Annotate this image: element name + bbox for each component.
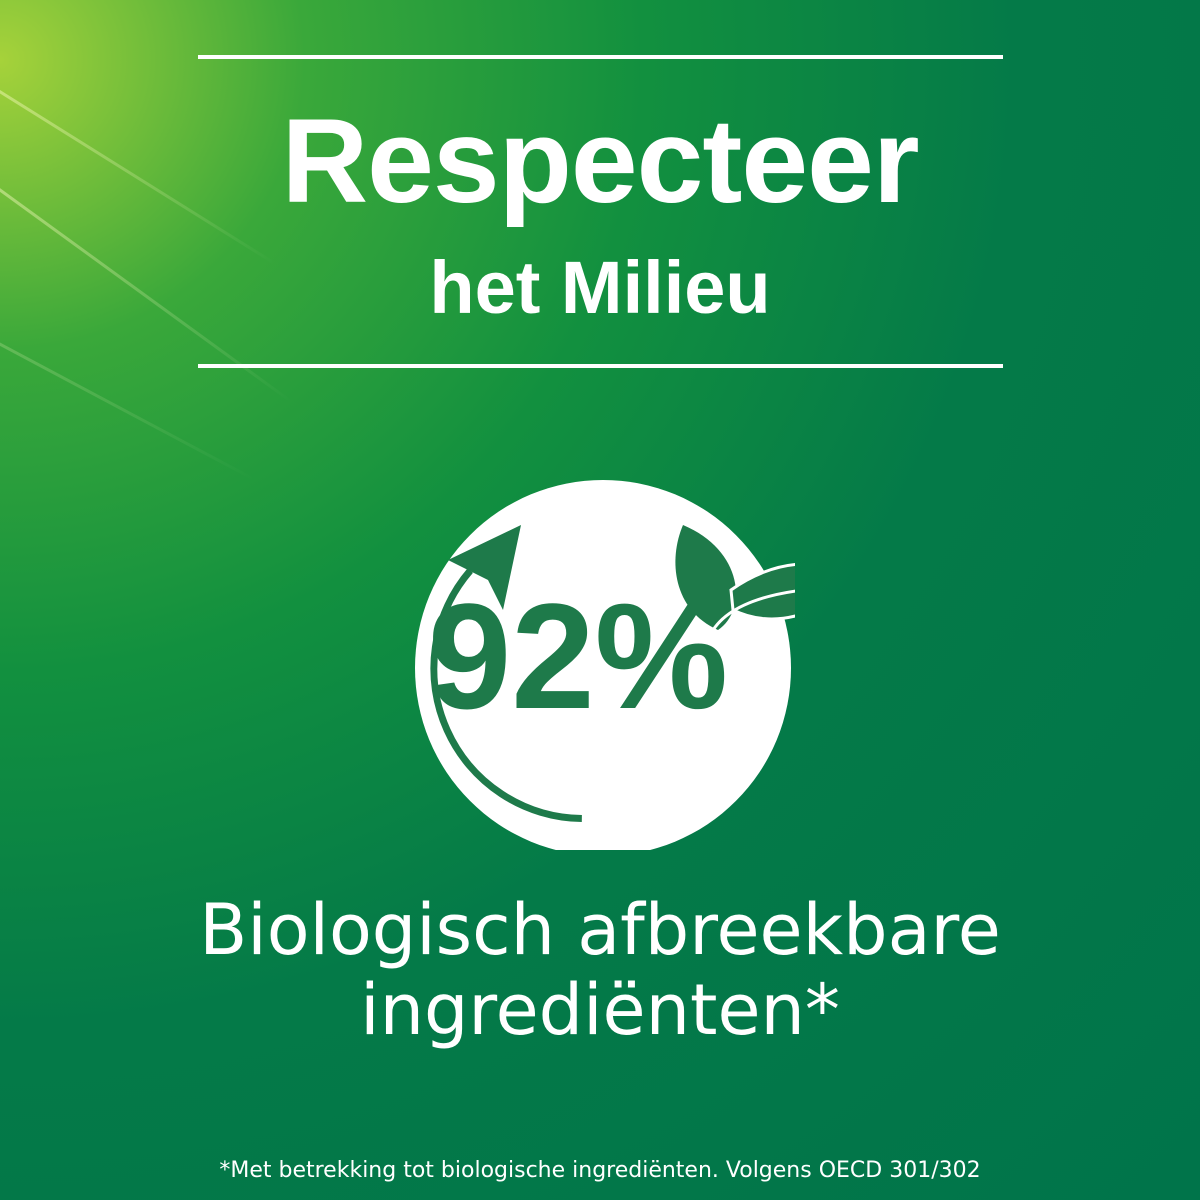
subtitle: Biologisch afbreekbare ingrediënten* bbox=[0, 890, 1200, 1050]
headline-line1: Respecteer bbox=[281, 94, 919, 228]
top-divider bbox=[198, 55, 1003, 59]
headline-line2: het Milieu bbox=[429, 246, 771, 329]
biodegradable-badge: 92% bbox=[415, 480, 795, 850]
percentage-value: 92% bbox=[428, 572, 728, 740]
bottom-divider bbox=[198, 364, 1003, 368]
footnote: *Met betrekking tot biologische ingredië… bbox=[219, 1158, 981, 1183]
subtitle-line1: Biologisch afbreekbare bbox=[199, 889, 1001, 971]
subtitle-line2: ingrediënten* bbox=[360, 969, 840, 1051]
circular-arrow-icon bbox=[430, 525, 582, 823]
leaves-icon bbox=[675, 525, 795, 641]
